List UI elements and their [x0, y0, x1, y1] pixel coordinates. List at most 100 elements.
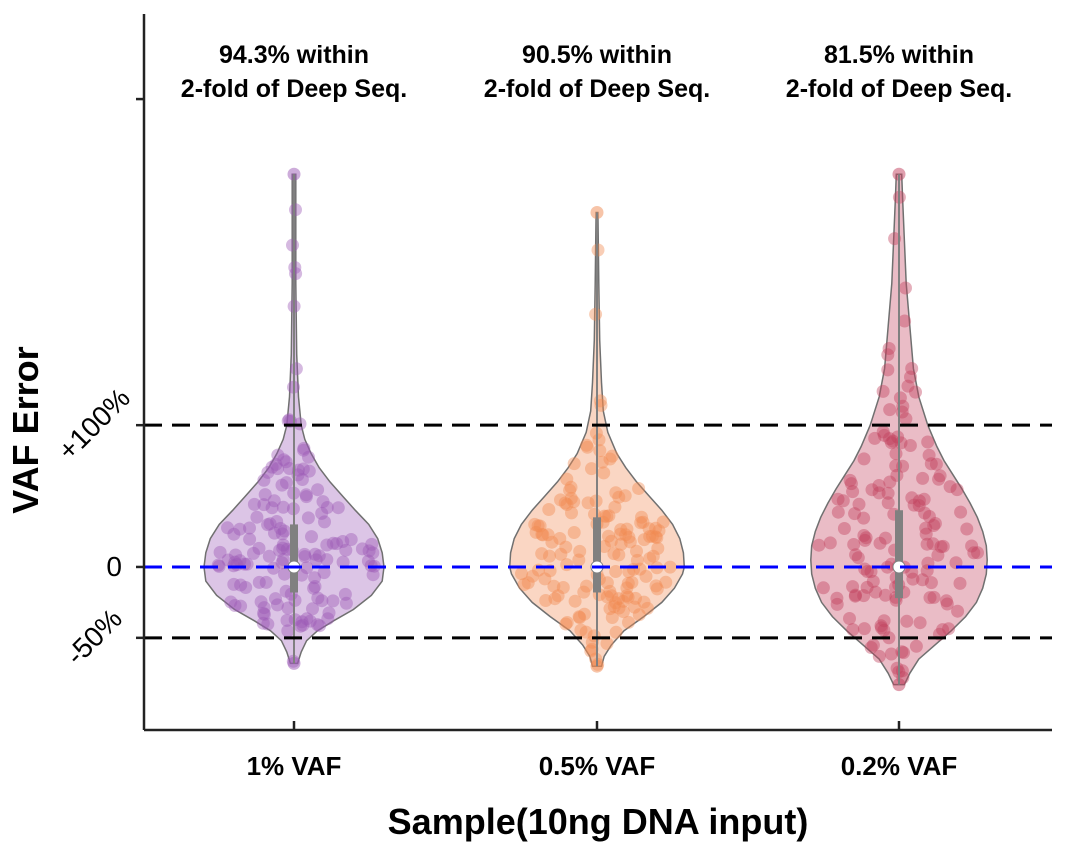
data-point	[366, 546, 380, 560]
data-point	[637, 595, 651, 609]
data-point	[634, 516, 648, 530]
data-point	[600, 509, 614, 523]
data-point	[577, 607, 591, 621]
data-point	[922, 448, 936, 462]
data-point	[857, 589, 871, 603]
data-point	[876, 425, 890, 439]
data-point	[289, 362, 303, 376]
data-point	[274, 522, 287, 535]
data-point	[916, 573, 929, 587]
data-point	[302, 450, 315, 464]
data-point	[277, 524, 291, 538]
data-point	[642, 522, 656, 536]
data-point	[622, 615, 635, 629]
data-point	[234, 578, 248, 592]
data-point	[278, 567, 291, 581]
data-point	[919, 527, 933, 541]
data-point	[859, 531, 873, 545]
data-point	[529, 525, 543, 539]
data-point	[269, 592, 282, 606]
data-point	[881, 496, 895, 510]
data-point	[857, 452, 871, 466]
data-point	[275, 527, 289, 541]
data-point	[247, 546, 260, 560]
data-point	[243, 521, 256, 535]
data-point	[620, 581, 634, 595]
data-point	[609, 625, 623, 639]
data-point	[917, 492, 931, 506]
data-point	[931, 548, 945, 562]
data-point	[629, 591, 642, 605]
data-point	[320, 538, 334, 552]
data-point	[271, 448, 285, 462]
data-point	[614, 537, 628, 551]
data-point	[881, 486, 895, 500]
data-point	[573, 544, 587, 558]
data-point	[869, 585, 883, 599]
violin-group-2	[810, 167, 988, 692]
data-point	[866, 574, 880, 588]
data-point	[603, 452, 617, 466]
data-point	[227, 527, 241, 541]
data-point	[580, 438, 594, 452]
data-point	[585, 642, 599, 656]
data-point	[879, 531, 892, 545]
data-point	[898, 314, 912, 328]
data-point	[936, 539, 950, 553]
data-point	[240, 557, 254, 571]
data-point	[971, 546, 984, 560]
data-point	[250, 510, 264, 524]
data-point	[556, 581, 570, 594]
data-point	[623, 535, 637, 549]
data-point	[860, 565, 874, 578]
data-point	[243, 532, 257, 546]
data-point	[257, 473, 271, 487]
data-point	[336, 555, 350, 569]
data-point	[326, 536, 340, 550]
data-point	[877, 623, 891, 637]
data-point	[920, 537, 934, 551]
data-point	[303, 614, 317, 628]
data-point	[309, 553, 323, 567]
data-point	[261, 465, 275, 479]
data-point	[306, 602, 319, 616]
data-point	[311, 591, 325, 605]
iqr-box-0	[290, 524, 298, 593]
data-point	[614, 523, 628, 537]
data-point	[659, 575, 673, 589]
data-point	[905, 565, 919, 579]
data-point	[545, 535, 559, 549]
data-point	[612, 601, 626, 615]
data-point	[881, 363, 895, 377]
data-point	[967, 546, 981, 560]
data-point	[932, 472, 946, 486]
data-point	[637, 533, 651, 547]
violin-group-1	[508, 205, 686, 673]
data-point	[267, 494, 281, 508]
data-point	[618, 489, 632, 503]
annotation-line1-1: 90.5% within	[522, 41, 672, 69]
data-point	[336, 535, 350, 548]
data-point	[312, 549, 326, 563]
violin-group-0	[203, 167, 385, 670]
data-point	[294, 619, 308, 633]
y-axis-title: VAF Error	[5, 346, 46, 513]
data-point	[558, 496, 572, 510]
data-point	[622, 565, 636, 579]
annotation-line1-0: 94.3% within	[219, 41, 369, 69]
data-point	[318, 515, 331, 529]
data-point	[639, 569, 653, 583]
data-point	[620, 589, 634, 603]
data-point	[939, 594, 953, 608]
data-point	[577, 585, 591, 599]
data-point	[884, 647, 898, 661]
data-point	[541, 528, 555, 542]
data-point	[295, 473, 309, 486]
data-point	[628, 600, 642, 614]
data-point	[291, 463, 305, 477]
data-point	[627, 562, 640, 576]
data-point	[321, 612, 335, 626]
data-point	[295, 615, 309, 629]
data-point	[812, 538, 826, 552]
data-point	[252, 541, 266, 555]
